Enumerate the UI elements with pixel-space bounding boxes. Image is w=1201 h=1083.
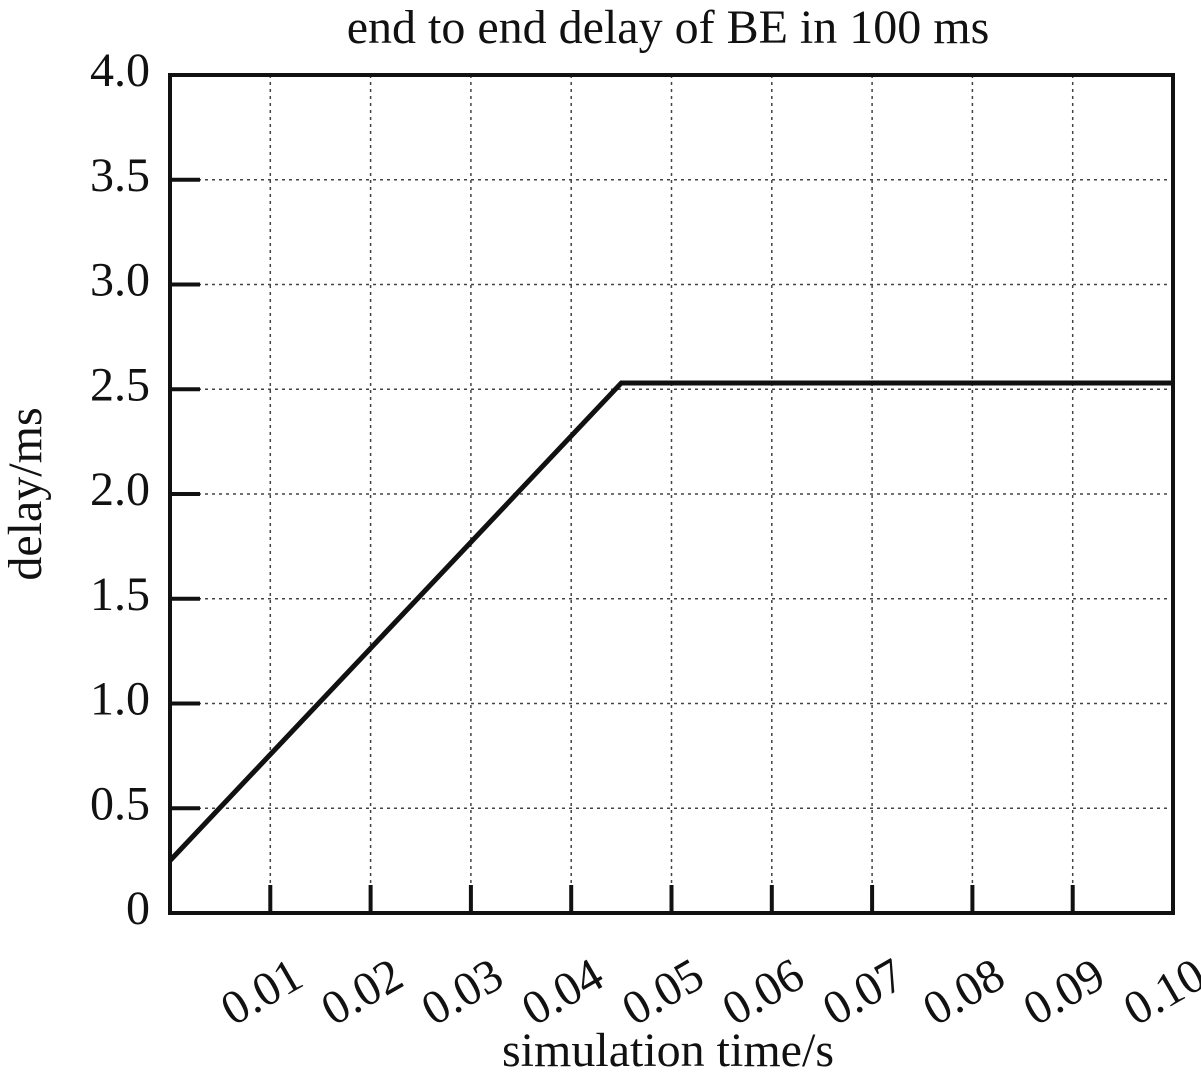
y-tick-label: 2.0 [90, 463, 150, 516]
y-tick-label: 4.0 [90, 44, 150, 97]
y-tick-label: 3.0 [90, 254, 150, 307]
data-line [168, 380, 1173, 863]
x-tick-label: 0.05 [613, 948, 712, 1036]
plot-frame [168, 73, 1175, 915]
x-tick-label: 0.09 [1014, 948, 1113, 1036]
chart-title: end to end delay of BE in 100 ms [347, 1, 990, 54]
y-tick-label: 1.0 [90, 673, 150, 726]
x-tick-label: 0.02 [312, 948, 411, 1036]
y-tick-label: 3.5 [90, 149, 150, 202]
x-tick-label: 0.01 [212, 948, 311, 1036]
x-tick-label: 0.10 [1115, 948, 1201, 1036]
y-tick-label: 0.5 [90, 777, 150, 830]
x-tick-label: 0.03 [413, 948, 512, 1036]
x-tick-label: 0.07 [814, 948, 913, 1036]
x-axis-label: simulation time/s [502, 1024, 834, 1077]
x-tick-label: 0.04 [513, 948, 612, 1036]
y-tick-label: 1.5 [90, 568, 150, 621]
x-tick-label: 0.06 [714, 948, 813, 1036]
y-tick-label: 0 [126, 882, 150, 935]
y-tick-label: 2.5 [90, 358, 150, 411]
y-axis-label: delay/ms [0, 407, 52, 580]
x-tick-label: 0.08 [914, 948, 1013, 1036]
